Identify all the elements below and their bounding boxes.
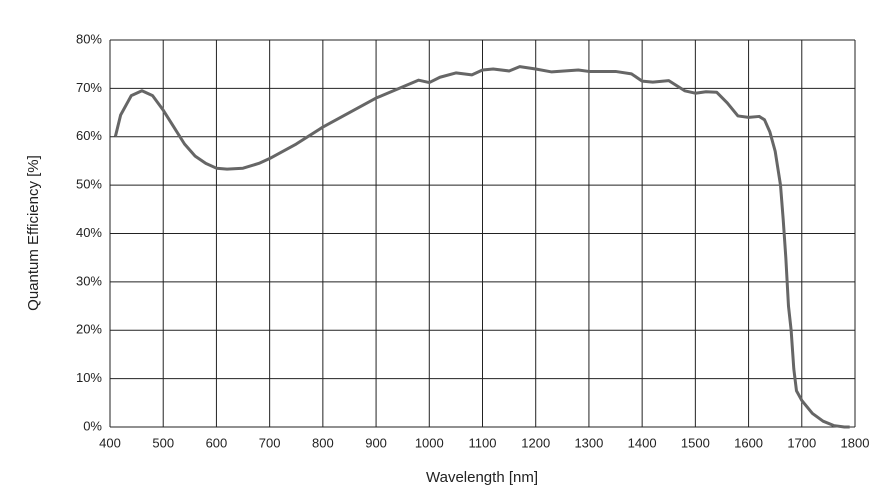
y-tick-label: 40% <box>76 225 102 240</box>
y-tick-label: 80% <box>76 31 102 46</box>
y-tick-label: 60% <box>76 128 102 143</box>
y-tick-label: 30% <box>76 273 102 288</box>
x-tick-label: 700 <box>259 435 281 450</box>
data-line <box>113 65 850 429</box>
y-tick-label: 20% <box>76 322 102 337</box>
x-tick-label: 1700 <box>787 435 816 450</box>
x-tick-label: 1600 <box>734 435 763 450</box>
x-tick-label: 1000 <box>415 435 444 450</box>
x-axis-label: Wavelength [nm] <box>426 469 538 486</box>
y-tick-label: 0% <box>83 418 102 433</box>
y-tick-label: 70% <box>76 80 102 95</box>
x-tick-label: 1200 <box>521 435 550 450</box>
x-tick-label: 500 <box>152 435 174 450</box>
x-tick-label: 1300 <box>574 435 603 450</box>
x-tick-label: 1400 <box>628 435 657 450</box>
x-tick-label: 400 <box>99 435 121 450</box>
x-tick-label: 1800 <box>841 435 870 450</box>
x-tick-label: 800 <box>312 435 334 450</box>
y-tick-label: 10% <box>76 370 102 385</box>
x-tick-label: 600 <box>206 435 228 450</box>
x-tick-label: 1500 <box>681 435 710 450</box>
x-tick-label: 1100 <box>469 435 497 450</box>
y-tick-label: 50% <box>76 177 102 192</box>
x-tick-label: 900 <box>365 435 387 450</box>
y-axis-label: Quantum Efficiency [%] <box>25 155 42 311</box>
